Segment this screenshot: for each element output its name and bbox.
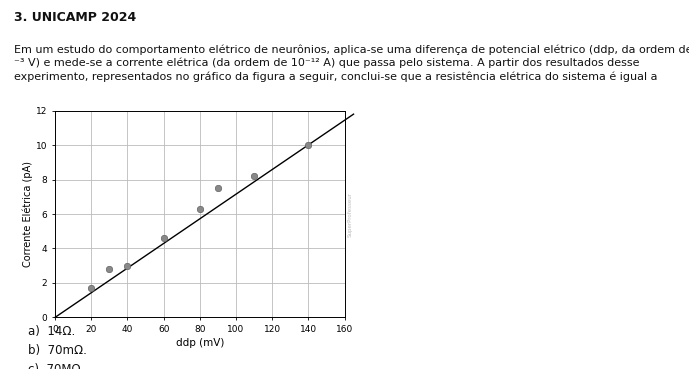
Text: SuperProfesseur: SuperProfesseur xyxy=(347,192,352,237)
Point xyxy=(104,266,115,272)
Y-axis label: Corrente Elétrica (pA): Corrente Elétrica (pA) xyxy=(23,161,33,267)
Point xyxy=(158,235,169,241)
Point xyxy=(194,206,205,212)
Text: a)  14Ω.
b)  70mΩ.
c)  70MΩ.
d)  14GΩ.: a) 14Ω. b) 70mΩ. c) 70MΩ. d) 14GΩ. xyxy=(28,325,86,369)
Text: Em um estudo do comportamento elétrico de neurônios, aplica-se uma diferença de : Em um estudo do comportamento elétrico d… xyxy=(14,44,689,82)
Text: 3. UNICAMP 2024: 3. UNICAMP 2024 xyxy=(14,11,136,24)
Point xyxy=(122,263,133,269)
Point xyxy=(302,142,313,148)
Point xyxy=(249,173,260,179)
Point xyxy=(212,185,223,191)
X-axis label: ddp (mV): ddp (mV) xyxy=(176,338,224,348)
Point xyxy=(85,285,96,291)
